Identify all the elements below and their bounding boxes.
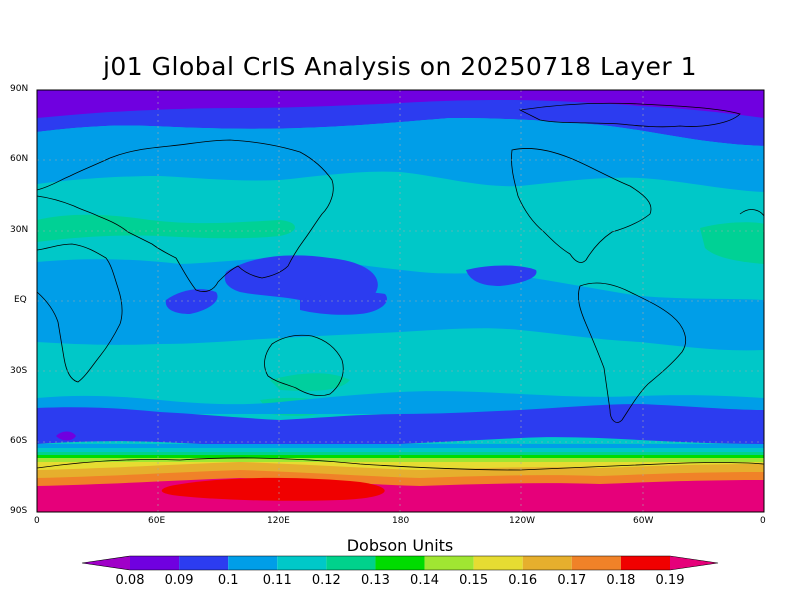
colorbar [81, 555, 719, 571]
colorbar-box [130, 556, 180, 570]
colorbar-label: 0.09 [164, 573, 194, 588]
colorbar-label: 0.14 [410, 573, 439, 588]
lon-label: 60W [633, 516, 654, 526]
colorbar-label: 0.15 [459, 573, 489, 588]
colorbar-outline [81, 555, 719, 571]
lat-label: 60N [10, 154, 29, 164]
colorbar-box [620, 556, 670, 570]
colorbar-label: 0.1 [217, 573, 239, 588]
colorbar-low-triangle [82, 556, 130, 570]
lat-label: 30S [10, 366, 28, 376]
lon-label: 120E [267, 516, 290, 526]
colorbar-label: 0.18 [606, 573, 636, 588]
lat-label: 60S [10, 436, 28, 446]
colorbar-box [571, 556, 621, 570]
colorbar-high-triangle [670, 556, 718, 570]
lon-label: 0 [34, 516, 40, 526]
colorbar-label: 0.16 [508, 573, 538, 588]
colorbar-label: 0.17 [557, 573, 587, 588]
map-frame [36, 89, 765, 513]
colorbar-box [375, 556, 425, 570]
lon-label: 120W [509, 516, 536, 526]
lat-label: EQ [14, 295, 27, 305]
colorbar-label: 0.13 [360, 573, 390, 588]
lon-label: 180 [392, 516, 410, 526]
map-title: j01 Global CrIS Analysis on 20250718 Lay… [102, 52, 698, 81]
colorbar-box [228, 556, 278, 570]
lat-label: 30N [10, 225, 29, 235]
colorbar-title: Dobson Units [346, 536, 454, 555]
colorbar-label: 0.12 [311, 573, 341, 588]
colorbar-box [277, 556, 327, 570]
lat-label: 90S [10, 506, 28, 516]
colorbar-label: 0.08 [115, 573, 145, 588]
colorbar-box [326, 556, 376, 570]
colorbar-box [473, 556, 523, 570]
colorbar-box [179, 556, 229, 570]
colorbar-label: 0.11 [262, 573, 292, 588]
colorbar-box [424, 556, 474, 570]
lat-label: 90N [10, 84, 29, 94]
lon-label: 0 [760, 516, 766, 526]
lon-label: 60E [148, 516, 166, 526]
colorbar-box [522, 556, 572, 570]
map-grid [37, 90, 764, 512]
colorbar-label: 0.19 [655, 573, 685, 588]
